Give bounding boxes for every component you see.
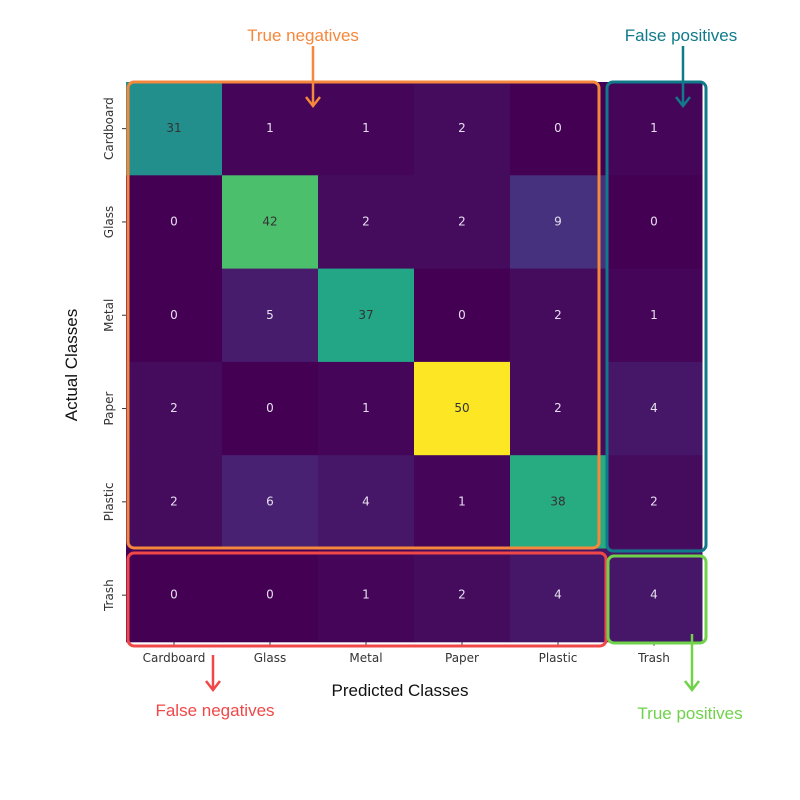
cell-value: 2 xyxy=(458,121,466,135)
cell-value: 31 xyxy=(166,121,181,135)
cell-value: 1 xyxy=(362,588,370,602)
heatmap-cell xyxy=(222,268,319,363)
cell-value: 1 xyxy=(458,494,466,508)
cell-value: 0 xyxy=(458,308,466,322)
cell-value: 4 xyxy=(554,588,562,602)
heatmap-cell xyxy=(510,455,607,549)
cell-value: 2 xyxy=(362,214,370,228)
heatmap-cell xyxy=(222,175,319,270)
cell-value: 0 xyxy=(170,214,178,228)
cell-value: 2 xyxy=(458,588,466,602)
heatmap-cell xyxy=(510,175,607,270)
cell-value: 1 xyxy=(362,401,370,415)
false-negatives-label: False negatives xyxy=(155,701,274,720)
heatmap-cell xyxy=(126,548,223,643)
heatmap-cell xyxy=(510,268,607,363)
cell-value: 42 xyxy=(262,214,277,228)
heatmap-cell xyxy=(318,175,415,270)
heatmap-cell xyxy=(126,361,223,456)
y-axis-title: Actual Classes xyxy=(62,309,81,421)
heatmap-cell xyxy=(126,175,223,270)
cell-value: 2 xyxy=(650,494,658,508)
heatmap-cell xyxy=(606,455,703,549)
cell-value: 1 xyxy=(650,308,658,322)
true-positives-box xyxy=(606,554,708,645)
cell-value: 6 xyxy=(266,494,274,508)
true-positives-label: True positives xyxy=(637,704,742,723)
heatmap-cell xyxy=(414,268,511,363)
cell-value: 9 xyxy=(554,214,562,228)
y-tick-label: Plastic xyxy=(102,482,116,521)
cell-value: 4 xyxy=(362,494,370,508)
y-tick-label: Metal xyxy=(102,299,116,332)
heatmap-cell xyxy=(414,361,511,456)
heatmap-cell xyxy=(318,268,415,363)
cell-value: 0 xyxy=(266,401,274,415)
cell-value: 5 xyxy=(266,308,274,322)
heatmap-cell xyxy=(606,548,703,643)
cell-value: 2 xyxy=(554,401,562,415)
heatmap-cell xyxy=(414,82,511,176)
heatmap-cell xyxy=(606,82,703,176)
cell-value: 4 xyxy=(650,401,658,415)
true-negatives-label: True negatives xyxy=(247,26,359,45)
x-tick-label: Paper xyxy=(445,651,479,665)
heatmap-cell xyxy=(222,455,319,549)
cell-value: 0 xyxy=(554,121,562,135)
heatmap-cell xyxy=(126,82,223,176)
heatmap-cell xyxy=(222,548,319,643)
cell-value: 1 xyxy=(266,121,274,135)
heatmap-cell xyxy=(606,268,703,363)
heatmap-cell xyxy=(510,361,607,456)
x-tick-label: Cardboard xyxy=(143,651,206,665)
cell-value: 2 xyxy=(170,401,178,415)
heatmap-cell xyxy=(222,361,319,456)
cell-value: 0 xyxy=(266,588,274,602)
heatmap-cell xyxy=(510,82,607,176)
heatmap-cell xyxy=(414,548,511,643)
cell-value: 37 xyxy=(358,308,373,322)
false-positives-box xyxy=(605,80,708,553)
true-negatives-arrowhead-icon xyxy=(305,96,321,109)
x-tick-label: Metal xyxy=(349,651,382,665)
cell-value: 1 xyxy=(362,121,370,135)
heatmap-cell xyxy=(126,455,223,549)
heatmap-cell xyxy=(510,548,607,643)
cell-value: 4 xyxy=(650,588,658,602)
heatmap-cell xyxy=(222,82,319,176)
heatmap-cell xyxy=(318,548,415,643)
false-negatives-box xyxy=(126,551,608,648)
cell-value: 50 xyxy=(454,401,469,415)
heatmap-cell xyxy=(606,175,703,270)
false-positives-arrowhead-icon xyxy=(675,96,691,109)
cell-value: 0 xyxy=(170,588,178,602)
heatmap-cell xyxy=(126,268,223,363)
y-tick-label: Trash xyxy=(102,579,116,612)
cell-value: 1 xyxy=(650,121,658,135)
false-positives-label: False positives xyxy=(625,26,737,45)
heatmap-cell xyxy=(318,82,415,176)
y-tick-label: Cardboard xyxy=(102,97,116,160)
x-tick-label: Glass xyxy=(254,651,287,665)
y-tick-label: Glass xyxy=(102,206,116,239)
heatmap-cell xyxy=(318,361,415,456)
true-negatives-box xyxy=(126,80,601,550)
true-positives-arrowhead-icon xyxy=(684,680,700,693)
heatmap-cell xyxy=(606,361,703,456)
y-tick-label: Paper xyxy=(102,391,116,425)
x-tick-label: Trash xyxy=(637,651,670,665)
cell-value: 0 xyxy=(650,214,658,228)
heatmap-cell xyxy=(414,175,511,270)
false-negatives-arrowhead-icon xyxy=(205,680,221,693)
x-axis-title: Predicted Classes xyxy=(331,681,468,700)
heatmap-cell xyxy=(414,455,511,549)
cell-value: 38 xyxy=(550,494,565,508)
cell-value: 2 xyxy=(170,494,178,508)
cell-value: 2 xyxy=(458,214,466,228)
heatmap-cell xyxy=(318,455,415,549)
x-tick-label: Plastic xyxy=(539,651,578,665)
cell-value: 2 xyxy=(554,308,562,322)
cell-value: 0 xyxy=(170,308,178,322)
